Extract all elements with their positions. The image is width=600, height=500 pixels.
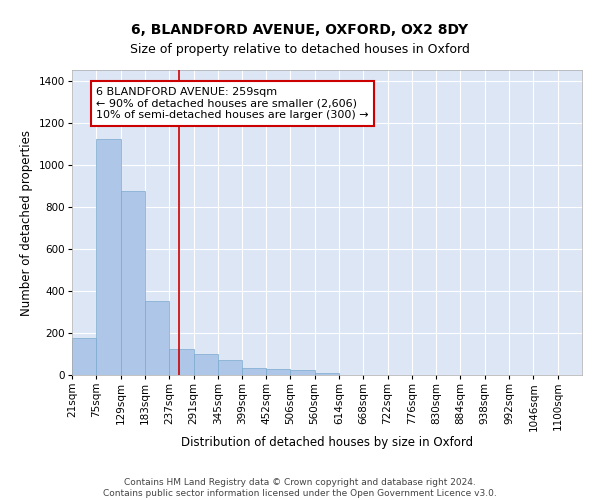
Text: Contains HM Land Registry data © Crown copyright and database right 2024.
Contai: Contains HM Land Registry data © Crown c…	[103, 478, 497, 498]
Bar	[314, 374, 339, 375]
Bar	[121, 191, 145, 375]
Bar	[97, 140, 121, 375]
Bar	[218, 360, 242, 375]
Bar	[72, 338, 97, 375]
Text: 6, BLANDFORD AVENUE, OXFORD, OX2 8DY: 6, BLANDFORD AVENUE, OXFORD, OX2 8DY	[131, 22, 469, 36]
Text: Size of property relative to detached houses in Oxford: Size of property relative to detached ho…	[130, 42, 470, 56]
X-axis label: Distribution of detached houses by size in Oxford: Distribution of detached houses by size …	[181, 436, 473, 449]
Bar	[242, 368, 266, 375]
Text: 6 BLANDFORD AVENUE: 259sqm
← 90% of detached houses are smaller (2,606)
10% of s: 6 BLANDFORD AVENUE: 259sqm ← 90% of deta…	[97, 87, 369, 120]
Bar	[194, 354, 218, 375]
Y-axis label: Number of detached properties: Number of detached properties	[20, 130, 33, 316]
Bar	[266, 368, 290, 375]
Bar	[290, 370, 314, 375]
Bar	[145, 302, 169, 375]
Bar	[169, 348, 194, 375]
